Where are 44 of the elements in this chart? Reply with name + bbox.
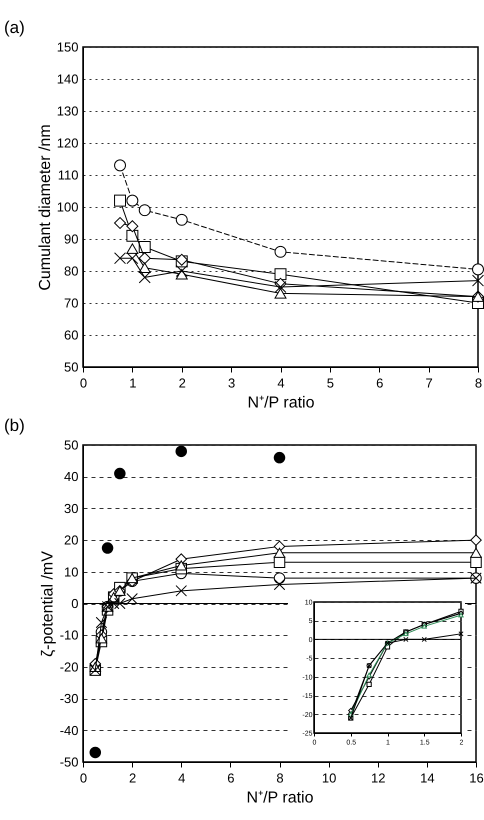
x-tick-label: 2 [129, 770, 136, 786]
x-tick-label: 7 [426, 376, 433, 390]
x-tick-label: 4 [178, 770, 186, 786]
x-tick-label: 8 [276, 770, 284, 786]
x-axis-title: N⁺/P ratio [246, 790, 314, 806]
x-tick-label: 5 [326, 376, 334, 390]
x-tick-label: 8 [474, 376, 482, 390]
y-axis-title: Cumulant diameter /nm [36, 124, 54, 291]
y-tick-label: -50 [60, 754, 78, 770]
chart-title: (a) [4, 18, 25, 37]
x-tick-label: 6 [376, 376, 384, 390]
y-tick-label: 40 [64, 469, 78, 484]
y-tick-label: 0 [71, 596, 78, 611]
y-tick-label: 110 [58, 168, 78, 182]
x-tick-label: 6 [227, 770, 234, 786]
x-tick-label: 16 [469, 770, 484, 786]
y-tick-label: 140 [56, 72, 78, 86]
y-tick-label: 10 [64, 564, 78, 580]
y-tick-label: 30 [64, 500, 78, 516]
y-tick-label: -10 [60, 628, 78, 643]
chart-title: (b) [4, 416, 25, 435]
y-tick-label: 20 [64, 532, 78, 548]
y-tick-label: 130 [56, 104, 78, 118]
y-tick-label: 90 [64, 232, 78, 246]
y-tick-label: -20 [60, 659, 78, 674]
y-tick-label: -40 [60, 722, 78, 738]
x-tick-label: 12 [371, 770, 386, 786]
x-tick-label: 14 [420, 770, 435, 786]
x-tick-label: 1 [129, 376, 136, 390]
y-tick-label: 70 [64, 296, 78, 310]
x-tick-label: 4 [277, 376, 285, 390]
x-tick-label: 3 [228, 376, 236, 390]
y-tick-label: 120 [56, 136, 78, 150]
x-tick-label: 2 [178, 376, 186, 390]
y-tick-label: 50 [64, 360, 78, 374]
y-tick-label: 100 [56, 200, 78, 214]
y-axis-title: ζ-potential /mV [40, 550, 57, 657]
y-tick-label: 60 [64, 328, 78, 342]
x-axis-title: N⁺/P ratio [248, 394, 315, 412]
x-tick-label: 10 [322, 770, 336, 786]
y-tick-label: -30 [60, 691, 78, 706]
y-tick-label: 80 [64, 264, 78, 278]
y-tick-label: 150 [56, 40, 78, 54]
y-tick-label: 50 [64, 438, 78, 452]
